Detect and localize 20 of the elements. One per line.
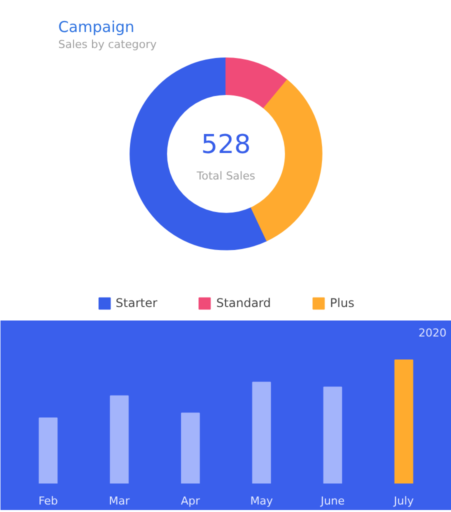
text: 528: [201, 130, 251, 160]
x-tick-label: July: [392, 494, 414, 508]
x-tick-label: Feb: [38, 494, 58, 508]
chart-subtitle: Sales by category: [58, 38, 158, 51]
chart-title: Campaign: [58, 18, 134, 36]
legend-label: Plus: [330, 296, 354, 310]
legend-label: Standard: [216, 296, 271, 310]
chart-title: 2020: [418, 326, 447, 340]
bar: [38, 418, 58, 484]
bar: [252, 382, 271, 484]
text: Total Sales: [196, 169, 256, 182]
bar: [323, 386, 342, 484]
bar: [394, 360, 414, 484]
x-tick-label: Apr: [180, 494, 200, 508]
legend-label: Starter: [116, 296, 158, 310]
x-tick-label: June: [320, 494, 345, 508]
x-tick-label: Mar: [108, 494, 130, 508]
bar: [110, 395, 129, 484]
x-tick-label: May: [250, 494, 274, 508]
bar: [181, 412, 200, 484]
